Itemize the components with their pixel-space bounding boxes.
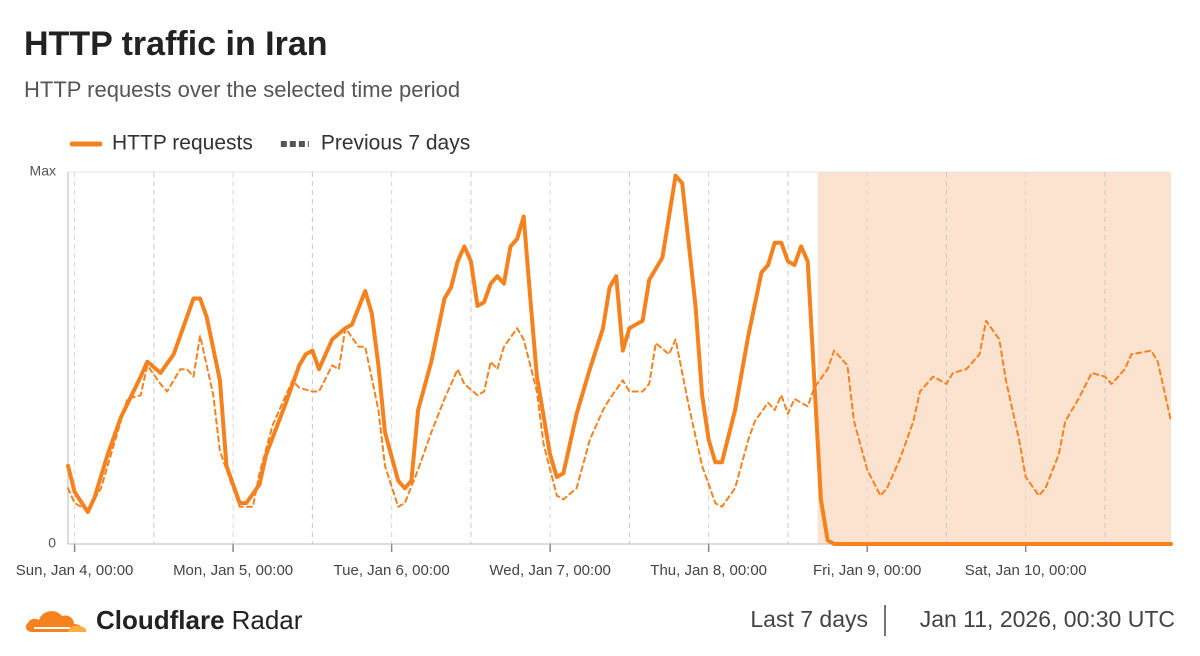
legend: HTTP requests Previous 7 days xyxy=(69,132,470,155)
y-tick-label: Max xyxy=(30,163,56,179)
x-tick-label: Sun, Jan 4, 00:00 xyxy=(16,562,134,579)
highlight-region xyxy=(817,172,1171,544)
plot-area: 0 Max Sun, Jan 4, 00:00 Mon, Jan 5, 00:00 Tu… xyxy=(16,163,1173,579)
product: Radar xyxy=(232,605,303,635)
dashed-line xyxy=(67,319,1172,512)
timestamp: Jan 11, 2026, 00:30 UTC xyxy=(920,606,1175,632)
time-range: Last 7 days xyxy=(750,606,868,632)
x-tick-label: Fri, Jan 9, 00:00 xyxy=(813,562,921,579)
footer: Cloudflare Radar Last 7 days Jan 11, 202… xyxy=(25,605,1175,636)
cloudflare-logo xyxy=(25,611,87,632)
x-tick-label: Tue, Jan 6, 00:00 xyxy=(334,562,450,579)
chart-title: HTTP traffic in Iran xyxy=(24,25,328,63)
y-tick-label: 0 xyxy=(48,535,56,551)
legend-label: HTTP requests xyxy=(112,132,253,155)
brand: Cloudflare xyxy=(96,605,225,635)
x-tick-label: Wed, Jan 7, 00:00 xyxy=(489,562,610,579)
x-tick-label: Thu, Jan 8, 00:00 xyxy=(650,562,767,579)
x-tick-label: Mon, Jan 5, 00:00 xyxy=(173,562,293,579)
legend-label: Previous 7 days xyxy=(321,132,470,155)
chart-subtitle: HTTP requests over the selected time per… xyxy=(24,77,460,102)
x-tick-label: Sat, Jan 10, 00:00 xyxy=(965,562,1087,579)
line xyxy=(66,173,1173,546)
